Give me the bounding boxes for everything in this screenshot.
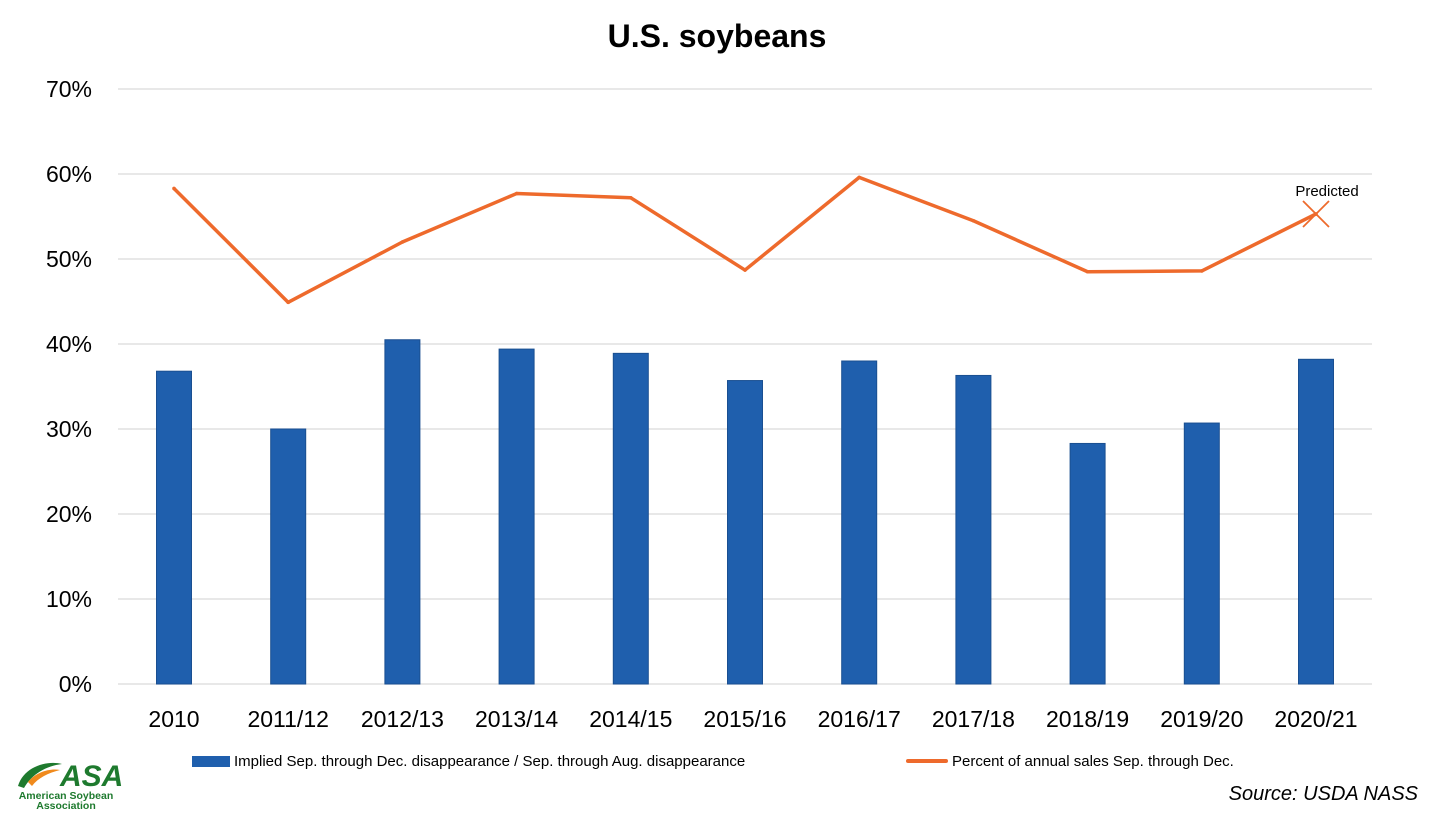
orange-swoosh-icon xyxy=(28,769,60,786)
line-point-2010 xyxy=(172,186,176,191)
x-tick-label: 2011/12 xyxy=(247,706,328,732)
legend-item-line: Percent of annual sales Sep. through Dec… xyxy=(906,749,1234,773)
line-sales-percent xyxy=(172,175,1317,305)
y-tick-label: 20% xyxy=(46,501,92,527)
bar-2017/18 xyxy=(955,374,992,685)
x-tick-label: 2016/17 xyxy=(818,706,901,732)
legend-item-bars: Implied Sep. through Dec. disappearance … xyxy=(192,749,745,773)
bar-2020/21 xyxy=(1298,358,1334,685)
legend-line-label: Percent of annual sales Sep. through Dec… xyxy=(952,752,1234,770)
line-point-2019/20 xyxy=(1200,269,1204,273)
x-tick-label: 2010 xyxy=(148,706,199,732)
line-point-2015/16 xyxy=(743,268,747,272)
bar-2013/14 xyxy=(498,348,535,685)
y-tick-label: 60% xyxy=(46,161,92,187)
chart-title: U.S. soybeans xyxy=(607,18,827,54)
y-tick-label: 70% xyxy=(46,76,92,102)
x-tick-label: 2013/14 xyxy=(475,706,558,732)
y-tick-label: 10% xyxy=(46,586,92,612)
bar-2015/16 xyxy=(727,380,763,685)
asa-logo: ASA American Soybean Association xyxy=(18,760,122,812)
bar-2010 xyxy=(156,370,192,685)
x-tick-label: 2019/20 xyxy=(1160,706,1243,732)
x-tick-label: 2014/15 xyxy=(589,706,672,732)
x-tick-label: 2020/21 xyxy=(1274,706,1357,732)
bar-2019/20 xyxy=(1183,422,1220,685)
bar-2012/13 xyxy=(384,339,421,685)
y-tick-label: 0% xyxy=(59,671,92,697)
logo-mark: ASA xyxy=(59,760,122,793)
x-tick-label: 2017/18 xyxy=(932,706,1015,732)
x-tick-label: 2018/19 xyxy=(1046,706,1129,732)
line-point-2012/13 xyxy=(400,240,405,244)
bar-2016/17 xyxy=(841,360,878,685)
logo-name-line1: American Soybean xyxy=(19,790,114,802)
x-tick-label: 2015/16 xyxy=(703,706,786,732)
bar-2014/15 xyxy=(612,352,649,685)
predicted-marker-icon xyxy=(1302,200,1330,228)
line-series: Predicted xyxy=(172,175,1359,305)
line-point-2014/15 xyxy=(629,196,633,200)
x-tick-label: 2012/13 xyxy=(361,706,444,732)
legend-bar-label: Implied Sep. through Dec. disappearance … xyxy=(234,752,746,770)
line-point-2011/12 xyxy=(286,300,291,305)
y-tick-label: 40% xyxy=(46,331,92,357)
line-point-2018/19 xyxy=(1085,269,1090,274)
bar-series xyxy=(156,339,1334,685)
bar-2018/19 xyxy=(1069,442,1106,685)
line-point-2016/17 xyxy=(857,175,861,180)
bar-2011/12 xyxy=(270,428,307,685)
x-axis-ticks: 2010 2011/12 2012/13 2013/14 2014/15 2015/16 2… xyxy=(148,706,1357,732)
legend-bar-swatch xyxy=(192,755,230,767)
line-point-2013/14 xyxy=(514,191,519,196)
y-tick-label: 30% xyxy=(46,416,92,442)
source-note: Source: USDA NASS xyxy=(1228,783,1418,805)
y-axis-ticks: 0% 10% 20% 30% 40% 50% 60% 70% xyxy=(46,76,92,697)
logo-name-line2: Association xyxy=(36,800,96,812)
predicted-label: Predicted xyxy=(1295,183,1358,200)
line-point-2017/18 xyxy=(971,218,976,223)
leaf-swoosh-icon xyxy=(18,762,62,788)
y-tick-label: 50% xyxy=(46,246,92,272)
legend-line-swatch xyxy=(906,759,948,763)
